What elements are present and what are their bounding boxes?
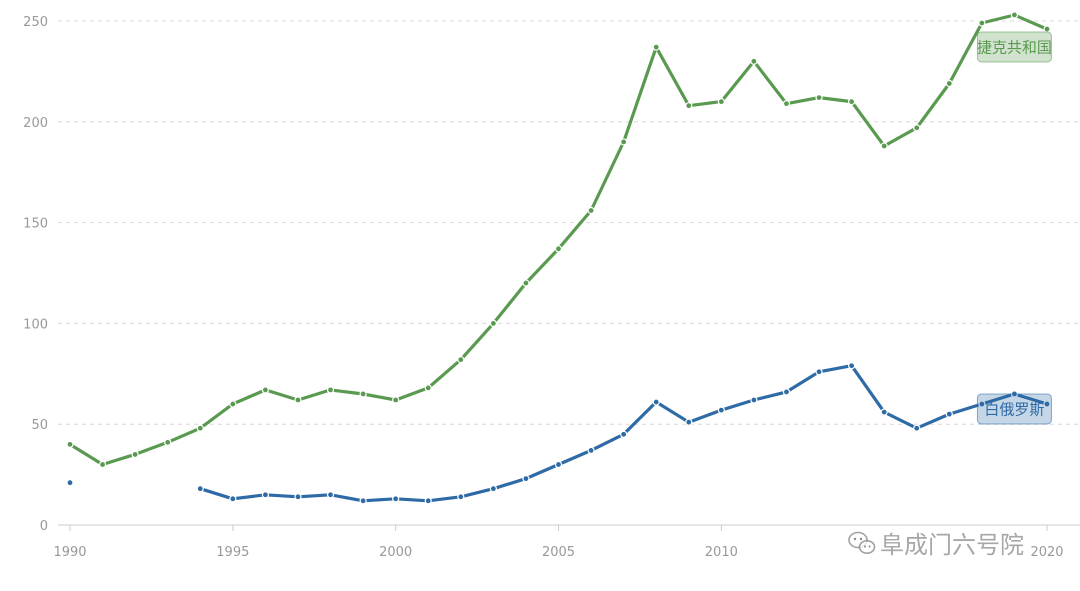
series-1 xyxy=(66,362,1051,505)
data-point-0-1990[interactable] xyxy=(66,440,74,448)
x-tick-label-1990: 1990 xyxy=(53,545,86,560)
y-tick-labels: 0 50 100 150 200 250 xyxy=(23,15,48,534)
data-point-0-1998[interactable] xyxy=(326,386,335,394)
data-point-1-2009[interactable] xyxy=(685,418,693,426)
data-point-0-2018[interactable] xyxy=(978,19,986,27)
wechat-icon xyxy=(848,531,876,554)
data-point-1-2004[interactable] xyxy=(522,475,530,483)
y-tick-label-100: 100 xyxy=(23,317,48,332)
data-point-0-2005[interactable] xyxy=(554,245,563,253)
data-point-1-2013[interactable] xyxy=(815,368,823,376)
data-point-0-2002[interactable] xyxy=(457,356,465,364)
x-tick-label-2010: 2010 xyxy=(705,545,738,560)
data-point-1-2018[interactable] xyxy=(978,400,986,408)
data-point-0-2009[interactable] xyxy=(685,102,693,110)
series-label-text-1: 白俄罗斯 xyxy=(984,400,1044,418)
data-point-0-1999[interactable] xyxy=(359,390,367,398)
data-point-1-2020[interactable] xyxy=(1043,400,1051,408)
data-point-1-1990[interactable] xyxy=(66,479,74,487)
data-point-1-2017[interactable] xyxy=(945,410,953,418)
series-label-box-0 xyxy=(976,31,1052,63)
data-point-0-1996[interactable] xyxy=(261,386,269,394)
data-point-1-2014[interactable] xyxy=(847,362,856,370)
y-tick-label-250: 250 xyxy=(23,15,48,30)
data-point-0-2019[interactable] xyxy=(1010,11,1019,19)
data-point-0-1997[interactable] xyxy=(294,396,302,404)
data-point-1-1998[interactable] xyxy=(326,491,335,499)
data-point-0-2020[interactable] xyxy=(1043,25,1051,33)
data-point-1-2007[interactable] xyxy=(620,430,628,438)
y-tick-label-150: 150 xyxy=(23,217,48,232)
x-axis xyxy=(58,524,1080,531)
series-lines xyxy=(66,11,1051,505)
data-point-0-2011[interactable] xyxy=(750,57,758,65)
data-point-0-2013[interactable] xyxy=(815,94,823,102)
x-tick-label-2020: 2020 xyxy=(1030,545,1063,560)
watermark-text: 阜成门六号院 xyxy=(880,531,1024,559)
data-point-1-2002[interactable] xyxy=(457,493,465,501)
data-point-0-2015[interactable] xyxy=(880,142,888,150)
data-point-1-1995[interactable] xyxy=(229,495,237,503)
data-point-0-2017[interactable] xyxy=(945,79,953,88)
series-label-0: 捷克共和国 xyxy=(976,31,1052,63)
x-tick-label-2000: 2000 xyxy=(379,545,412,560)
data-point-0-2006[interactable] xyxy=(587,206,595,215)
watermark: 阜成门六号院 xyxy=(848,531,1024,559)
data-point-1-1994[interactable] xyxy=(196,485,204,493)
data-point-0-2016[interactable] xyxy=(913,124,921,132)
y-tick-label-50: 50 xyxy=(31,418,48,433)
series-label-box-1 xyxy=(976,393,1052,425)
data-point-0-2012[interactable] xyxy=(782,100,791,108)
data-point-0-1993[interactable] xyxy=(164,438,172,446)
data-point-0-1991[interactable] xyxy=(98,460,107,469)
data-point-0-2010[interactable] xyxy=(717,98,725,106)
data-point-1-1999[interactable] xyxy=(359,497,367,505)
data-point-0-2003[interactable] xyxy=(489,319,497,327)
x-tick-label-2005: 2005 xyxy=(542,545,575,560)
y-tick-label-0: 0 xyxy=(40,519,48,534)
data-point-1-2016[interactable] xyxy=(913,424,921,432)
data-point-1-2012[interactable] xyxy=(782,388,791,396)
data-point-0-2008[interactable] xyxy=(652,43,660,51)
data-point-0-1992[interactable] xyxy=(131,450,139,459)
data-point-0-2014[interactable] xyxy=(847,98,856,106)
grid-lines xyxy=(58,20,1080,425)
data-point-1-2001[interactable] xyxy=(424,497,432,505)
data-point-1-1996[interactable] xyxy=(261,491,269,499)
data-point-0-1995[interactable] xyxy=(229,400,237,408)
series-line-0-0 xyxy=(68,13,1049,467)
data-point-1-2000[interactable] xyxy=(392,495,400,503)
series-0 xyxy=(66,11,1051,469)
y-tick-label-200: 200 xyxy=(23,116,48,131)
data-point-0-2004[interactable] xyxy=(522,279,530,287)
data-point-1-2003[interactable] xyxy=(489,485,497,493)
x-tick-labels: 1990 1995 2000 2005 2010 2020 xyxy=(53,545,1063,560)
series-label-1: 白俄罗斯 xyxy=(976,393,1052,425)
data-point-0-2000[interactable] xyxy=(392,396,400,404)
series-label-text-0: 捷克共和国 xyxy=(977,38,1052,56)
data-point-0-2001[interactable] xyxy=(424,384,432,392)
data-point-1-1997[interactable] xyxy=(294,493,302,501)
x-tick-label-1995: 1995 xyxy=(216,545,249,560)
data-point-1-2015[interactable] xyxy=(880,408,888,416)
data-point-1-2011[interactable] xyxy=(750,396,758,404)
data-point-1-2008[interactable] xyxy=(652,398,660,406)
data-point-1-2006[interactable] xyxy=(587,446,595,455)
data-point-1-2005[interactable] xyxy=(554,460,563,469)
data-point-0-1994[interactable] xyxy=(196,424,204,432)
data-point-0-2007[interactable] xyxy=(620,138,628,146)
data-point-1-2010[interactable] xyxy=(717,406,725,414)
